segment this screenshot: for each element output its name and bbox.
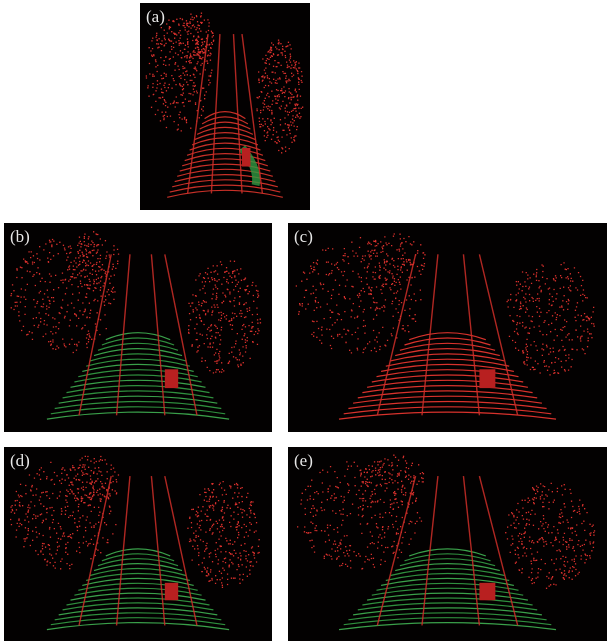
ground-ring xyxy=(367,380,528,387)
ground-ring xyxy=(71,380,206,387)
curb-line xyxy=(479,476,517,625)
point-cloud xyxy=(288,223,607,432)
ground-ring xyxy=(74,375,201,382)
ground-ring xyxy=(55,613,222,620)
ground-ring xyxy=(94,349,182,356)
ground-ring xyxy=(372,375,523,382)
curb-line xyxy=(79,476,111,625)
tree-points xyxy=(146,13,304,153)
car-points xyxy=(479,583,495,600)
ground-ring xyxy=(74,588,201,595)
ground-ring xyxy=(409,333,486,340)
ground-ring xyxy=(86,574,190,581)
ground-ring xyxy=(63,603,214,610)
ground-ring xyxy=(367,593,528,600)
ground-ring xyxy=(94,564,182,571)
ground-ring xyxy=(55,402,222,409)
panel-label: (d) xyxy=(10,451,30,471)
ground-ring xyxy=(400,559,495,566)
ground-ring xyxy=(377,370,519,377)
ground-ring xyxy=(78,583,197,590)
ground-ring xyxy=(192,138,258,145)
panel-label: (e) xyxy=(294,451,313,471)
ground-ring xyxy=(90,354,186,361)
ground-ring xyxy=(205,112,246,119)
ground-ring xyxy=(362,386,532,393)
ground-ring xyxy=(362,598,532,605)
point-cloud xyxy=(288,447,607,641)
ground-ring xyxy=(67,386,210,393)
curb-line xyxy=(165,476,197,625)
curb-line xyxy=(165,254,197,415)
ground-ring xyxy=(202,117,248,124)
ground-ring xyxy=(67,598,210,605)
ground-ring xyxy=(339,412,556,419)
ground-ring xyxy=(86,359,190,366)
ground-ring xyxy=(377,583,519,590)
curb-line xyxy=(377,254,415,415)
ground-ring xyxy=(391,354,505,361)
ground-ring xyxy=(51,618,225,625)
point-cloud xyxy=(4,447,272,641)
tree-points xyxy=(10,232,261,373)
ground-ring xyxy=(98,343,178,350)
car-points xyxy=(165,583,178,600)
ground-ring xyxy=(405,338,491,345)
curb-line xyxy=(79,254,111,415)
ground-ring xyxy=(386,359,509,366)
ground-ring xyxy=(344,407,552,414)
ground-ring xyxy=(200,122,251,129)
ground-ring xyxy=(348,402,546,409)
ground-ring xyxy=(358,391,537,398)
curb-line xyxy=(188,34,208,193)
ground-ring xyxy=(102,554,174,561)
point-cloud xyxy=(4,223,272,432)
ground-ring xyxy=(197,127,253,134)
ground-ring xyxy=(395,564,500,571)
ground-ring xyxy=(344,618,552,625)
panel-b: (b) xyxy=(4,223,272,432)
ground-ring xyxy=(51,407,225,414)
ground-ring xyxy=(47,623,229,630)
ground-ring xyxy=(386,574,509,581)
ground-ring xyxy=(395,349,500,356)
ground-ring xyxy=(47,412,229,419)
ground-ring xyxy=(63,391,214,398)
panel-label: (a) xyxy=(146,7,165,27)
ground-ring xyxy=(372,588,523,595)
ground-ring xyxy=(167,190,283,197)
ground-ring xyxy=(405,554,491,561)
panel-e: (e) xyxy=(288,447,607,641)
ground-ring xyxy=(102,338,174,345)
ground-ring xyxy=(78,370,197,377)
panel-label: (b) xyxy=(10,227,30,247)
ground-ring xyxy=(339,623,556,630)
figure-page: {"panels": [{"label": "(a)"}, {"label": … xyxy=(0,0,609,643)
ground-ring xyxy=(106,333,170,340)
panel-d: (d) xyxy=(4,447,272,641)
ground-ring xyxy=(409,549,486,556)
ground-ring xyxy=(195,133,256,140)
ground-ring xyxy=(98,559,178,566)
curb-line xyxy=(479,254,517,415)
panel-label: (c) xyxy=(294,227,313,247)
ground-ring xyxy=(71,593,206,600)
ground-ring xyxy=(170,185,281,192)
panel-a: (a) xyxy=(140,3,310,210)
ground-ring xyxy=(358,603,537,610)
panel-c: (c) xyxy=(288,223,607,432)
car-points xyxy=(479,369,495,388)
ground-ring xyxy=(391,569,505,576)
tree-points xyxy=(10,456,260,587)
ground-ring xyxy=(348,613,546,620)
ground-ring xyxy=(106,549,170,556)
car-points xyxy=(242,148,251,167)
point-cloud xyxy=(140,3,310,210)
ground-ring xyxy=(90,569,186,576)
car-points xyxy=(165,369,178,388)
ground-ring xyxy=(400,343,495,350)
